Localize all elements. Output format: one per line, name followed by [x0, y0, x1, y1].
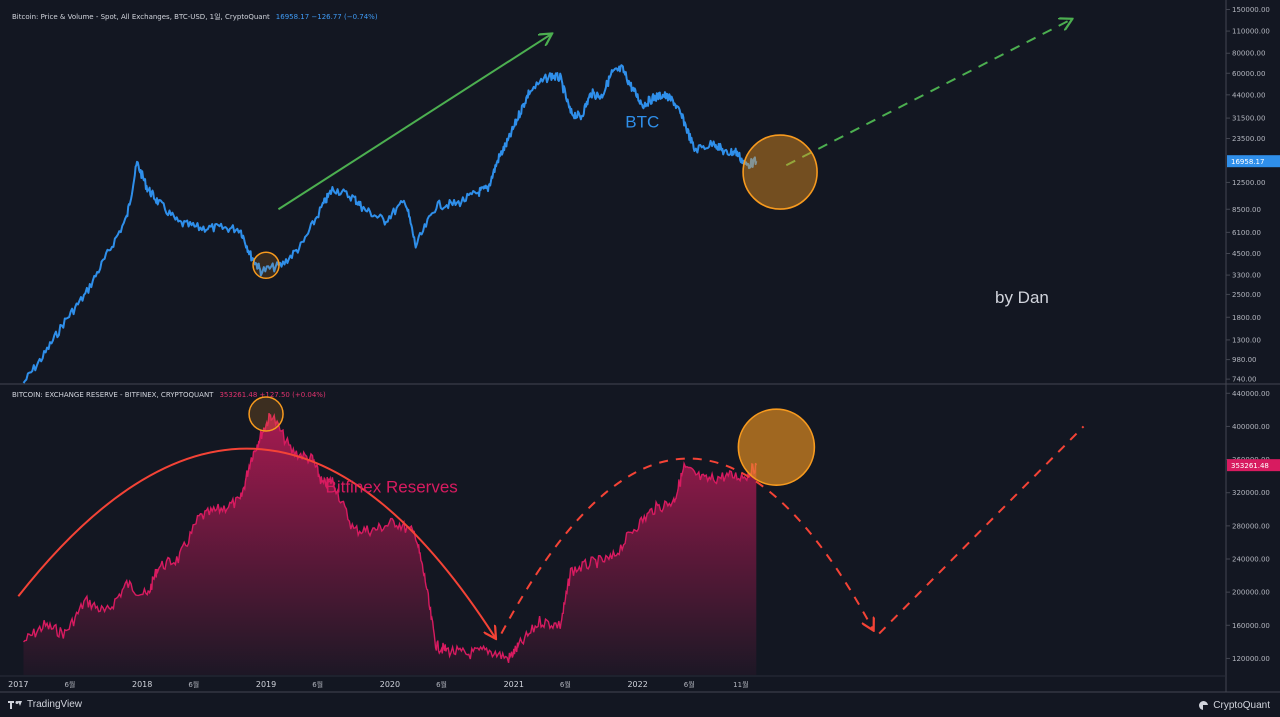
- cryptoquant-label: CryptoQuant: [1213, 700, 1270, 711]
- reserve-y-tick-label: 200000.00: [1232, 589, 1270, 597]
- tradingview-label: TradingView: [27, 699, 83, 710]
- btc-bottom-highlight-circle: [252, 251, 280, 280]
- x-tick-label: 6월: [188, 680, 199, 689]
- reserve-panel-header: BITCOIN: EXCHANGE RESERVE - BITFINEX, CR…: [12, 391, 326, 399]
- btc-last-value-badge: [1227, 155, 1280, 168]
- reserve-y-tick-label: 120000.00: [1232, 655, 1270, 663]
- uptrend-arrow: [277, 34, 551, 211]
- reserve-projected-arc: [500, 457, 873, 635]
- reserve-downtrend-arc: [17, 447, 495, 638]
- reserve-header-title: BITCOIN: EXCHANGE RESERVE - BITFINEX, CR…: [12, 391, 214, 399]
- btc-y-tick-label: 80000.00: [1232, 50, 1265, 58]
- btc-y-tick-label: 980.00: [1232, 356, 1257, 364]
- btc-y-tick-label: 2500.00: [1232, 291, 1261, 299]
- btc-last-value-label: 16958.17: [1231, 158, 1264, 166]
- btc-annotation-label: BTC: [625, 113, 659, 132]
- x-tick-label: 6월: [436, 680, 447, 689]
- x-tick-label: 6월: [64, 680, 75, 689]
- projected-uptrend-arrow: [785, 19, 1071, 167]
- reserve-header-value: 353261.48 +127.50 (+0.04%): [219, 391, 326, 399]
- reserve-current-highlight-circle: [737, 408, 816, 486]
- reserve-y-tick-label: 160000.00: [1232, 622, 1270, 630]
- x-tick-label: 2017: [8, 680, 28, 689]
- x-tick-label: 2018: [132, 680, 152, 689]
- btc-current-highlight-circle: [742, 134, 818, 210]
- reserve-last-value-label: 353261.48: [1231, 462, 1269, 470]
- reserve-y-tick-label: 240000.00: [1232, 556, 1270, 564]
- reserve-line: [23, 412, 757, 663]
- btc-y-tick-label: 1800.00: [1232, 314, 1261, 322]
- tradingview-logo-icon: [8, 700, 22, 709]
- btc-y-tick-label: 8500.00: [1232, 206, 1261, 214]
- btc-header-title: Bitcoin: Price & Volume - Spot, All Exch…: [12, 13, 270, 21]
- x-tick-label: 2021: [504, 680, 524, 689]
- x-tick-label: 2022: [627, 680, 647, 689]
- btc-y-tick-label: 23500.00: [1232, 135, 1265, 143]
- author-annotation-label: by Dan: [995, 288, 1049, 307]
- btc-y-tick-label: 12500.00: [1232, 179, 1265, 187]
- reserve-y-tick-label: 440000.00: [1232, 390, 1270, 398]
- reserve-area-fill: [23, 413, 757, 675]
- btc-y-tick-label: 150000.00: [1232, 6, 1270, 14]
- x-tick-label: 2020: [380, 680, 400, 689]
- cryptoquant-brand[interactable]: CryptoQuant: [1199, 700, 1270, 711]
- btc-y-tick-label: 44000.00: [1232, 91, 1265, 99]
- reserve-peak-highlight-circle: [248, 396, 284, 432]
- x-tick-label: 6월: [560, 680, 571, 689]
- btc-price-line: [22, 64, 758, 384]
- btc-y-tick-label: 60000.00: [1232, 70, 1265, 78]
- reserve-projected-rebound-line: [878, 425, 1085, 635]
- btc-header-value: 16958.17 −126.77 (−0.74%): [275, 13, 378, 21]
- reserve-annotation-label: Bitfinex Reserves: [326, 478, 458, 497]
- cryptoquant-logo-icon: [1199, 701, 1209, 710]
- reserve-y-tick-label: 280000.00: [1232, 522, 1270, 530]
- x-tick-label: 11월: [733, 680, 748, 689]
- x-tick-label: 6월: [684, 680, 695, 689]
- reserve-y-tick-label: 400000.00: [1232, 423, 1270, 431]
- reserve-y-tick-label: 320000.00: [1232, 489, 1270, 497]
- reserve-last-value-badge: [1227, 459, 1280, 472]
- btc-y-tick-label: 6100.00: [1232, 229, 1261, 237]
- btc-y-tick-label: 31500.00: [1232, 115, 1265, 123]
- tradingview-brand[interactable]: TradingView: [8, 699, 82, 710]
- btc-panel-header: Bitcoin: Price & Volume - Spot, All Exch…: [12, 12, 378, 22]
- x-tick-label: 2019: [256, 680, 276, 689]
- x-tick-label: 6월: [312, 680, 323, 689]
- btc-y-tick-label: 4500.00: [1232, 250, 1261, 258]
- btc-y-tick-label: 1300.00: [1232, 336, 1261, 344]
- btc-y-tick-label: 110000.00: [1232, 28, 1270, 36]
- btc-y-tick-label: 740.00: [1232, 376, 1257, 384]
- btc-y-tick-label: 3300.00: [1232, 272, 1261, 280]
